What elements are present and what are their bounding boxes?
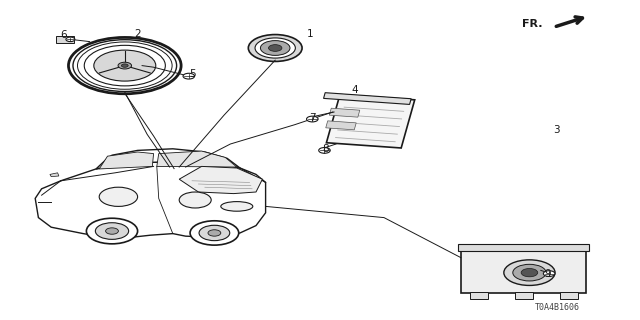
Text: 7: 7	[309, 113, 316, 124]
Circle shape	[179, 192, 211, 208]
FancyBboxPatch shape	[470, 292, 488, 299]
Circle shape	[86, 218, 138, 244]
Polygon shape	[157, 151, 237, 167]
FancyBboxPatch shape	[560, 292, 578, 299]
Text: 2: 2	[134, 28, 141, 39]
Text: T0A4B1606: T0A4B1606	[534, 303, 579, 312]
Text: 9: 9	[545, 268, 551, 279]
Circle shape	[183, 73, 195, 79]
Circle shape	[255, 38, 296, 58]
Circle shape	[94, 50, 156, 81]
Polygon shape	[99, 152, 154, 169]
Ellipse shape	[221, 202, 253, 211]
Polygon shape	[330, 108, 360, 117]
Circle shape	[66, 37, 75, 42]
FancyBboxPatch shape	[461, 245, 586, 293]
Circle shape	[319, 148, 330, 153]
Polygon shape	[324, 93, 411, 104]
Circle shape	[504, 260, 555, 285]
Text: FR.: FR.	[522, 19, 543, 29]
FancyBboxPatch shape	[56, 36, 74, 43]
Circle shape	[260, 41, 290, 55]
Text: 5: 5	[189, 68, 195, 79]
Polygon shape	[96, 149, 240, 169]
Polygon shape	[50, 173, 59, 177]
Text: 8: 8	[322, 144, 328, 154]
Circle shape	[521, 268, 538, 277]
Circle shape	[307, 116, 318, 122]
Circle shape	[118, 62, 132, 69]
Text: 6: 6	[61, 30, 67, 40]
Circle shape	[208, 230, 221, 236]
Polygon shape	[326, 121, 356, 130]
Text: 4: 4	[352, 84, 358, 95]
Circle shape	[248, 35, 302, 61]
FancyBboxPatch shape	[458, 244, 589, 251]
Polygon shape	[179, 166, 262, 194]
Text: 3: 3	[554, 124, 560, 135]
Polygon shape	[326, 95, 415, 148]
Circle shape	[190, 221, 239, 245]
Circle shape	[106, 228, 118, 234]
Circle shape	[199, 225, 230, 241]
Circle shape	[122, 64, 128, 67]
Circle shape	[84, 45, 165, 86]
Circle shape	[95, 223, 129, 239]
Text: 1: 1	[307, 28, 314, 39]
Circle shape	[99, 187, 138, 206]
Circle shape	[269, 45, 282, 52]
FancyBboxPatch shape	[515, 292, 533, 299]
Polygon shape	[35, 162, 266, 238]
Circle shape	[543, 271, 555, 276]
Circle shape	[513, 264, 546, 281]
FancyArrowPatch shape	[556, 17, 582, 26]
